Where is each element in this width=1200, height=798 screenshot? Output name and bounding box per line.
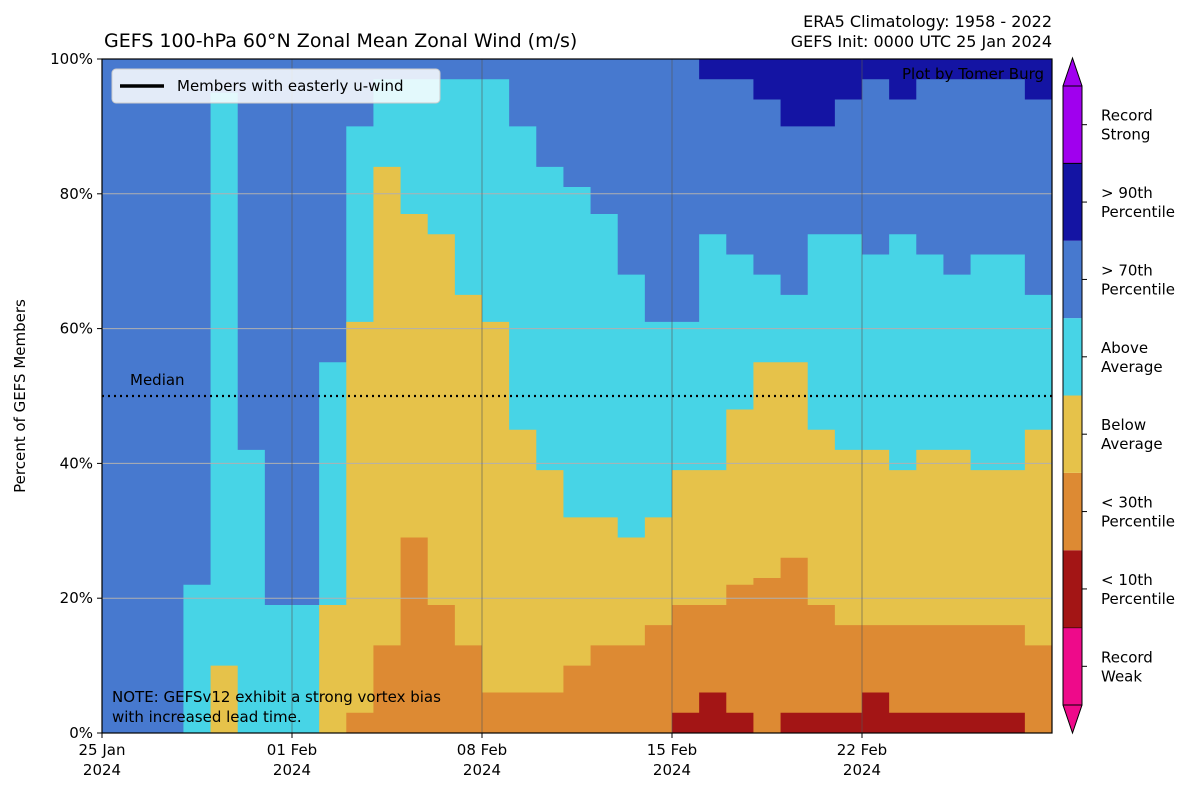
colorbar-segment xyxy=(1063,318,1082,396)
gridlines xyxy=(102,59,1052,733)
colorbar-segment xyxy=(1063,240,1082,319)
y-tick-label: 0% xyxy=(69,724,93,742)
colorbar-label: Percentile xyxy=(1101,203,1175,221)
colorbar-label: Record xyxy=(1101,648,1153,666)
y-tick-label: 20% xyxy=(60,589,93,607)
climatology-info: ERA5 Climatology: 1958 - 2022 xyxy=(803,12,1052,31)
chart-title: GEFS 100-hPa 60°N Zonal Mean Zonal Wind … xyxy=(104,30,577,52)
colorbar-segment xyxy=(1062,56,1083,164)
credit-label: Plot by Tomer Burg xyxy=(902,65,1044,83)
colorbar-segment xyxy=(1063,550,1082,628)
x-tick-label: 15 Feb xyxy=(647,741,697,759)
x-tick-year: 2024 xyxy=(653,761,691,779)
median-label: Median xyxy=(130,371,185,389)
colorbar-label: Below xyxy=(1101,416,1146,434)
colorbar-label: > 90th xyxy=(1101,184,1153,202)
x-tick-year: 2024 xyxy=(463,761,501,779)
colorbar-segment xyxy=(1062,627,1083,735)
fill-lt10th xyxy=(102,692,1052,733)
colorbar-segment xyxy=(1063,395,1082,473)
x-tick-label: 01 Feb xyxy=(267,741,317,759)
colorbar-segment xyxy=(1063,472,1082,551)
x-tick-label: 25 Jan xyxy=(79,741,126,759)
y-tick-label: 80% xyxy=(60,185,93,203)
plot-frame xyxy=(101,58,1053,734)
colorbar-label: > 70th xyxy=(1101,261,1153,279)
colorbar-label: < 30th xyxy=(1101,494,1153,512)
y-tick-label: 60% xyxy=(60,320,93,338)
axes-frame xyxy=(101,58,1053,734)
colorbar-label: Percentile xyxy=(1101,513,1175,531)
colorbar-segment xyxy=(1063,163,1082,241)
colorbar-label: Average xyxy=(1101,358,1163,376)
colorbar-label: Percentile xyxy=(1101,590,1175,608)
y-tick-label: 40% xyxy=(60,454,93,472)
legend-box xyxy=(111,68,441,104)
y-axis: 0% 20% 40% 60% 80% 100% xyxy=(50,50,102,742)
colorbar-label: Average xyxy=(1101,435,1163,453)
colorbar-label: Strong xyxy=(1101,126,1150,144)
legend-label: Members with easterly u-wind xyxy=(177,77,404,95)
x-tick-year: 2024 xyxy=(843,761,881,779)
colorbar-label: Weak xyxy=(1101,667,1142,685)
colorbar-label: Percentile xyxy=(1101,280,1175,298)
fill-below_avg xyxy=(102,166,1052,734)
colorbar-label: Above xyxy=(1101,339,1148,357)
x-tick-label: 08 Feb xyxy=(457,741,507,759)
x-tick-label: 22 Feb xyxy=(837,741,887,759)
note-line-2: with increased lead time. xyxy=(112,708,302,726)
y-axis-label: Percent of GEFS Members xyxy=(11,299,29,493)
colorbar-label: < 10th xyxy=(1101,571,1153,589)
colorbar-frame xyxy=(1062,85,1083,706)
x-tick-year: 2024 xyxy=(273,761,311,779)
fill-lt30th xyxy=(102,537,1052,733)
colorbar-label: Record xyxy=(1101,107,1153,125)
note-line-1: NOTE: GEFSv12 exhibit a strong vortex bi… xyxy=(112,688,441,706)
x-tick-year: 2024 xyxy=(83,761,121,779)
legend: Members with easterly u-wind xyxy=(111,68,441,104)
init-info: GEFS Init: 0000 UTC 25 Jan 2024 xyxy=(791,32,1052,51)
y-tick-label: 100% xyxy=(50,50,93,68)
x-axis: 25 Jan 2024 01 Feb 2024 08 Feb 2024 15 Feb 2024… xyxy=(79,733,887,779)
